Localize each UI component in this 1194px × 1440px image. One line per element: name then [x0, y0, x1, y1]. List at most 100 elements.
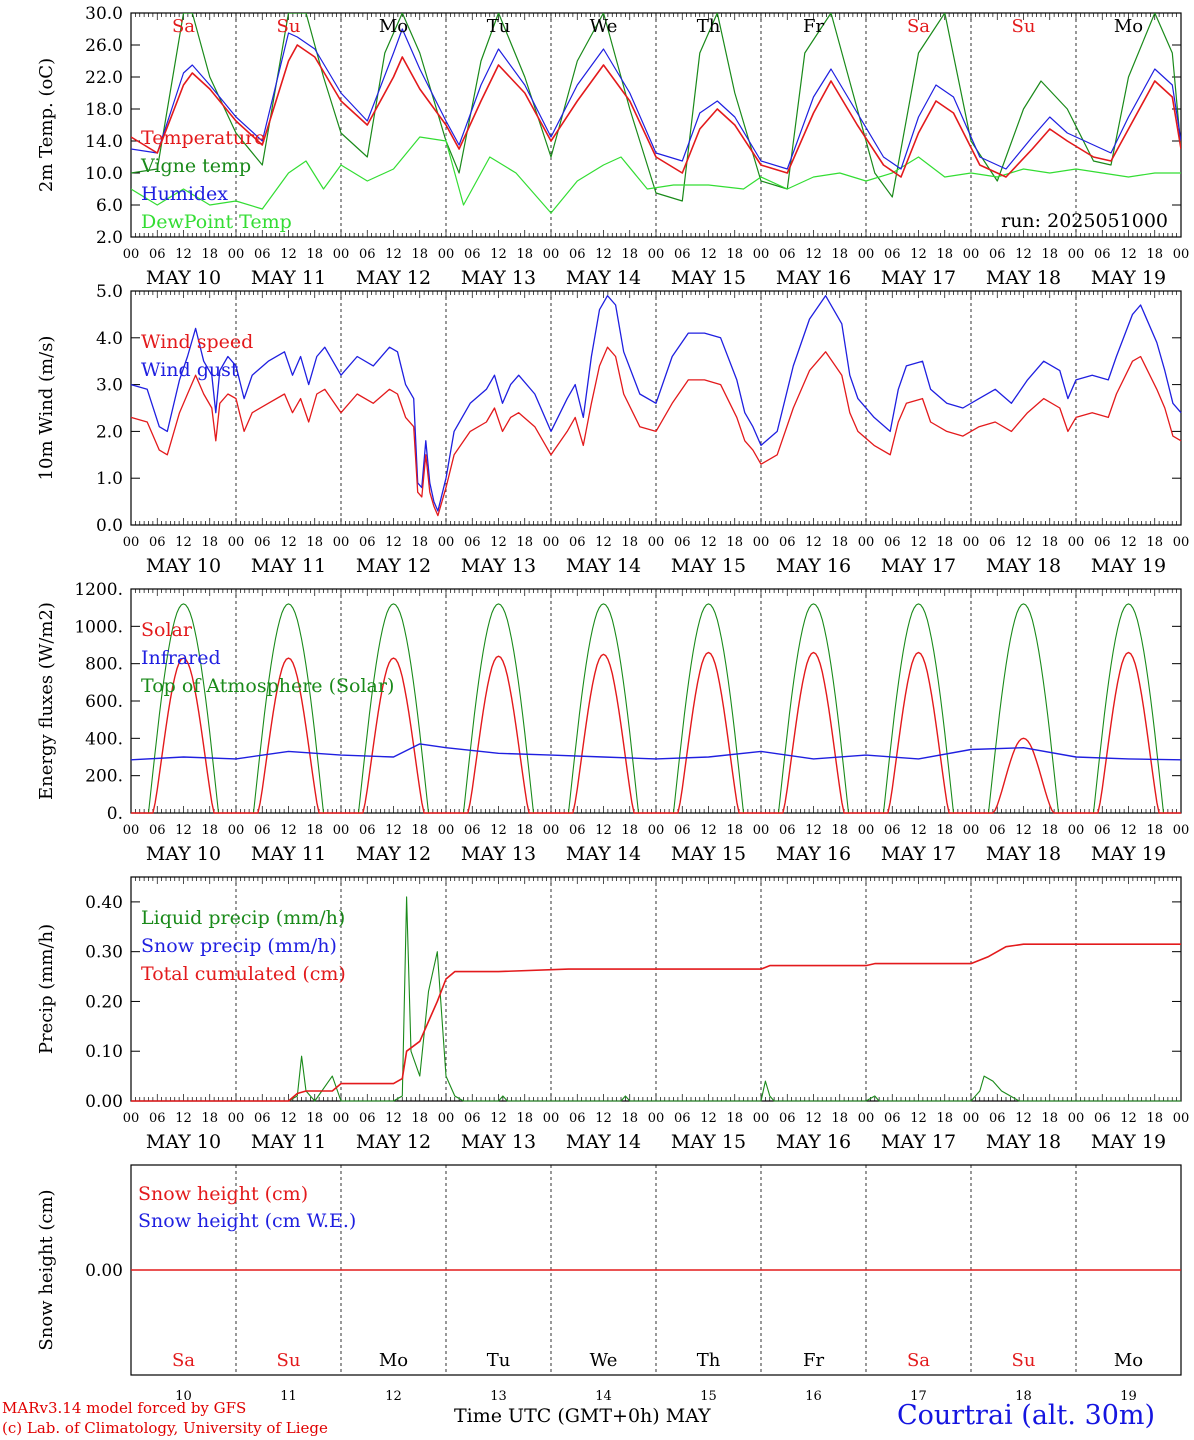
- hour-tick-label: 18: [726, 1111, 743, 1126]
- hour-tick-label: 06: [884, 535, 901, 550]
- hour-tick-label: 12: [490, 247, 507, 262]
- day-name: Fr: [803, 16, 824, 37]
- date-label: MAY 12: [356, 843, 431, 865]
- series-line-wind-gust: [130, 295, 1182, 512]
- hour-tick-label: 00: [543, 247, 560, 262]
- hour-tick-label: 06: [464, 247, 481, 262]
- hour-tick-label: 18: [621, 247, 638, 262]
- hour-tick-label: 12: [385, 247, 402, 262]
- hour-tick-label: 00: [438, 535, 455, 550]
- date-label: MAY 13: [461, 267, 536, 289]
- hour-tick-label: 00: [123, 247, 140, 262]
- series-line-liquid-precip-mm-h-: [131, 896, 1181, 1102]
- hour-tick-label: 00: [123, 823, 140, 838]
- hour-tick-label: 06: [149, 823, 166, 838]
- hour-tick-label: 06: [884, 247, 901, 262]
- hour-tick-label: 00: [858, 1111, 875, 1126]
- hour-tick-label: 18: [516, 535, 533, 550]
- series-line-wind-speed: [130, 346, 1182, 517]
- hour-tick-label: 06: [464, 823, 481, 838]
- day-name: Su: [277, 1350, 301, 1371]
- panel-2: 0.0 1.0 2.0 3.0 4.0 5.0 10m Wind (m/s) Wind spe…: [36, 282, 1189, 577]
- hour-tick-label: 12: [280, 247, 297, 262]
- date-label: MAY 15: [671, 1131, 746, 1153]
- hour-tick-label: 12: [490, 823, 507, 838]
- series-line-vigne-temp: [131, 13, 1181, 202]
- hour-tick-label: 06: [149, 1111, 166, 1126]
- hour-tick-label: 06: [254, 823, 271, 838]
- hour-tick-label: 12: [175, 247, 192, 262]
- hour-tick-label: 18: [306, 247, 323, 262]
- hour-tick-label: 18: [621, 823, 638, 838]
- hour-tick-label: 06: [254, 535, 271, 550]
- date-label: MAY 19: [1091, 267, 1166, 289]
- date-number: 13: [490, 1389, 507, 1404]
- hour-tick-label: 18: [306, 535, 323, 550]
- hour-tick-label: 12: [175, 535, 192, 550]
- hour-tick-label: 00: [1068, 535, 1085, 550]
- hour-tick-label: 18: [201, 247, 218, 262]
- hour-tick-label: 00: [1068, 823, 1085, 838]
- legend-entry: Top of Atmosphere (Solar): [141, 675, 394, 697]
- date-label: MAY 18: [986, 555, 1061, 577]
- hour-tick-label: 06: [989, 1111, 1006, 1126]
- y-tick-label: 1200.: [74, 580, 123, 600]
- hour-tick-label: 06: [674, 1111, 691, 1126]
- y-tick-label: 14.0: [85, 132, 123, 152]
- legend-entry: Snow height (cm): [138, 1183, 308, 1205]
- hour-tick-label: 06: [989, 535, 1006, 550]
- y-tick-label: 30.0: [85, 4, 123, 24]
- hour-tick-label: 00: [648, 1111, 665, 1126]
- hour-tick-label: 00: [963, 535, 980, 550]
- hour-tick-label: 18: [411, 1111, 428, 1126]
- y-tick-label: 800.: [85, 655, 123, 675]
- date-label: MAY 13: [461, 555, 536, 577]
- hour-tick-label: 00: [123, 535, 140, 550]
- hour-tick-label: 00: [1068, 247, 1085, 262]
- day-name: Tu: [487, 16, 511, 37]
- hour-tick-label: 00: [543, 1111, 560, 1126]
- plot-frame: [130, 12, 1182, 238]
- hour-tick-label: 06: [254, 247, 271, 262]
- series-line-total-cumulated-cm-: [131, 943, 1181, 1102]
- date-label: MAY 11: [251, 843, 326, 865]
- day-name: Su: [1012, 16, 1036, 37]
- hour-tick-label: 12: [1120, 535, 1137, 550]
- hour-tick-label: 18: [936, 823, 953, 838]
- hour-tick-label: 18: [621, 535, 638, 550]
- date-label: MAY 12: [356, 1131, 431, 1153]
- hour-tick-label: 00: [1173, 535, 1190, 550]
- hour-tick-label: 00: [1173, 247, 1190, 262]
- day-name: Su: [1012, 1350, 1036, 1371]
- day-name: We: [590, 16, 618, 37]
- series-group: [131, 13, 1181, 214]
- hour-tick-label: 06: [569, 1111, 586, 1126]
- hour-tick-label: 12: [805, 823, 822, 838]
- hour-tick-label: 18: [1146, 535, 1163, 550]
- hour-tick-label: 18: [1146, 1111, 1163, 1126]
- hour-tick-label: 06: [1094, 1111, 1111, 1126]
- panel-1: 2.0 6.0 10.0 14.0 18.0 22.0 26.0 30.0 2m Temp. (…: [36, 4, 1189, 289]
- date-label: MAY 13: [461, 843, 536, 865]
- legend-entry: Liquid precip (mm/h): [141, 907, 345, 929]
- hour-tick-label: 00: [858, 823, 875, 838]
- hour-tick-label: 00: [1173, 1111, 1190, 1126]
- hour-tick-label: 12: [280, 1111, 297, 1126]
- run-annotation: run: 2025051000: [1001, 210, 1168, 232]
- day-name: Tu: [487, 1350, 511, 1371]
- date-label: MAY 18: [986, 843, 1061, 865]
- legend-entry: Solar: [141, 619, 193, 641]
- y-tick-label: 0.10: [85, 1042, 123, 1062]
- y-tick-label: 0.40: [85, 893, 123, 913]
- date-label: MAY 10: [146, 267, 221, 289]
- hour-tick-label: 12: [385, 1111, 402, 1126]
- hour-tick-label: 12: [385, 535, 402, 550]
- hour-tick-label: 12: [175, 1111, 192, 1126]
- series-line-temperature: [131, 44, 1181, 178]
- day-name: Sa: [907, 1350, 930, 1371]
- hour-tick-label: 12: [1120, 247, 1137, 262]
- date-label: MAY 13: [461, 1131, 536, 1153]
- hour-tick-label: 00: [753, 1111, 770, 1126]
- hour-tick-label: 00: [543, 823, 560, 838]
- hour-tick-label: 12: [700, 535, 717, 550]
